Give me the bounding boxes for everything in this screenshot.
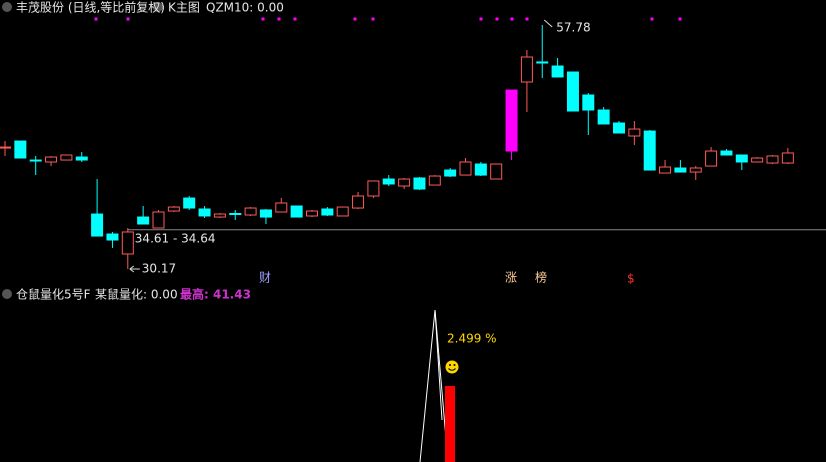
candle-body bbox=[735, 154, 748, 163]
sub-value: 某鼠量化: 0.00 bbox=[95, 288, 178, 302]
candle-body bbox=[659, 166, 672, 174]
candle-body bbox=[536, 61, 549, 64]
candle-body bbox=[520, 56, 533, 83]
candle-body bbox=[259, 209, 272, 218]
candle-body bbox=[444, 169, 457, 177]
candle-body bbox=[643, 130, 656, 171]
marker: 涨 bbox=[505, 270, 517, 285]
candle-body bbox=[597, 109, 610, 125]
candle-body bbox=[14, 140, 27, 159]
candle-body bbox=[229, 213, 242, 216]
icon bbox=[2, 2, 163, 299]
candle-body bbox=[137, 216, 150, 225]
candle-body bbox=[29, 159, 42, 162]
candle-body bbox=[275, 202, 288, 213]
candle-body bbox=[551, 65, 564, 78]
candle-body bbox=[459, 161, 472, 176]
note-pointer bbox=[543, 19, 553, 28]
high-note: 57.78 bbox=[556, 21, 590, 35]
signal-dot bbox=[371, 17, 375, 21]
candle-body bbox=[720, 150, 733, 156]
candle-body bbox=[167, 206, 180, 212]
signal-dot bbox=[277, 17, 281, 21]
candle-body bbox=[781, 152, 794, 164]
candle-body bbox=[45, 156, 58, 163]
signal-dot bbox=[495, 17, 499, 21]
candle-body bbox=[674, 167, 687, 173]
candle-body bbox=[428, 175, 441, 186]
candle-body bbox=[398, 178, 411, 187]
candle-body bbox=[75, 156, 88, 161]
candle-body bbox=[628, 128, 641, 137]
candle-body bbox=[352, 195, 365, 209]
signal-dot bbox=[94, 17, 98, 21]
candle-body bbox=[183, 197, 196, 209]
signal-dot bbox=[650, 17, 654, 21]
signal-dot bbox=[293, 17, 297, 21]
pct-label: 2.499 % bbox=[447, 332, 497, 346]
ref-label: 34.61 - 34.64 bbox=[135, 231, 216, 245]
low-note: 30.17 bbox=[142, 262, 176, 276]
candle-body bbox=[490, 163, 503, 180]
candle-body bbox=[60, 154, 73, 161]
sub-name: 仓鼠量化5号F bbox=[16, 288, 91, 302]
signal-dot bbox=[510, 17, 514, 21]
candle-body bbox=[152, 211, 165, 229]
candle-body bbox=[505, 89, 518, 152]
candle-body bbox=[413, 177, 426, 190]
signal-dot bbox=[525, 17, 529, 21]
candle-body bbox=[751, 157, 764, 163]
smiley bbox=[445, 360, 459, 374]
candle-body bbox=[689, 167, 702, 173]
signal-dot bbox=[126, 17, 130, 21]
candle-body bbox=[382, 178, 395, 185]
note-pointer bbox=[129, 265, 140, 273]
marker: 榜 bbox=[535, 270, 547, 285]
marker: $ bbox=[627, 272, 635, 286]
candle-body bbox=[198, 208, 211, 217]
candle-body bbox=[367, 180, 380, 197]
candle-body bbox=[106, 233, 119, 241]
candle-body bbox=[705, 150, 718, 167]
signal-dot bbox=[261, 17, 265, 21]
panel-name: K主图 bbox=[168, 1, 200, 15]
spike bbox=[419, 309, 449, 462]
candle-body bbox=[474, 163, 487, 176]
candle-body bbox=[244, 207, 257, 216]
candle-body bbox=[766, 155, 779, 164]
signal-dot bbox=[678, 17, 682, 21]
candle-body bbox=[0, 146, 11, 149]
candle-body bbox=[321, 208, 334, 216]
candle-body bbox=[566, 71, 579, 112]
candle-body bbox=[91, 213, 104, 237]
signal-dot bbox=[353, 17, 357, 21]
candle-body bbox=[582, 94, 595, 111]
candle-body bbox=[121, 231, 134, 255]
signal-dot bbox=[479, 17, 483, 21]
indicator-text: QZM10: 0.00 bbox=[206, 1, 284, 15]
candle-body bbox=[213, 213, 226, 218]
spike bbox=[434, 309, 443, 421]
candle-body bbox=[306, 210, 318, 217]
candle-body bbox=[336, 206, 349, 217]
marker: 财 bbox=[259, 271, 271, 285]
bar bbox=[445, 386, 455, 462]
candle-body bbox=[290, 205, 303, 218]
stock-title: 丰茂股份 (日线,等比前复权) bbox=[16, 0, 165, 15]
candle-body bbox=[613, 122, 625, 134]
sub-max: 最高: 41.43 bbox=[180, 287, 251, 302]
